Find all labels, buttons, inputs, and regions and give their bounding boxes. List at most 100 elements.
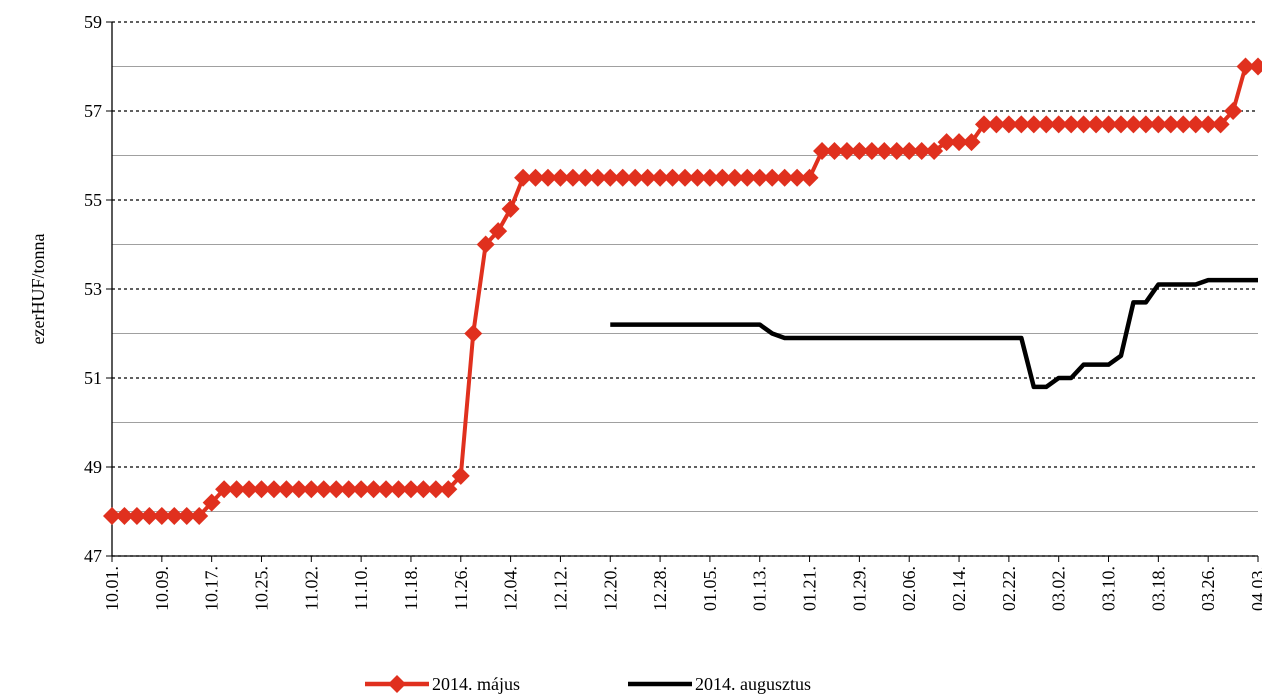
x-tick-label: 12.28. xyxy=(650,566,670,611)
marker xyxy=(264,480,283,499)
marker xyxy=(177,506,196,525)
marker xyxy=(937,133,956,152)
marker xyxy=(738,168,757,187)
marker xyxy=(1236,57,1255,76)
marker xyxy=(950,133,969,152)
series-line xyxy=(112,64,1258,518)
marker xyxy=(327,480,346,499)
marker xyxy=(389,480,408,499)
marker xyxy=(588,168,607,187)
x-tick-label: 01.13. xyxy=(750,566,770,611)
marker xyxy=(514,168,533,187)
marker xyxy=(925,142,944,161)
marker xyxy=(127,506,146,525)
marker xyxy=(277,480,296,499)
marker xyxy=(825,142,844,161)
marker xyxy=(215,480,234,499)
y-tick-label: 49 xyxy=(84,457,102,477)
marker xyxy=(1174,115,1193,134)
marker xyxy=(1074,115,1093,134)
marker xyxy=(1211,115,1230,134)
marker xyxy=(813,142,832,161)
marker xyxy=(987,115,1006,134)
marker xyxy=(538,168,557,187)
x-tick-label: 03.10. xyxy=(1099,566,1119,611)
x-tick-label: 03.02. xyxy=(1049,566,1069,611)
x-tick-label: 03.26. xyxy=(1198,566,1218,611)
marker xyxy=(1136,115,1155,134)
marker xyxy=(426,480,445,499)
x-tick-label: 01.05. xyxy=(700,566,720,611)
marker xyxy=(713,168,732,187)
marker xyxy=(240,480,259,499)
marker xyxy=(576,168,595,187)
x-tick-label: 03.18. xyxy=(1148,566,1168,611)
x-tick-label: 10.01. xyxy=(102,566,122,611)
marker xyxy=(850,142,869,161)
marker xyxy=(563,168,582,187)
marker xyxy=(651,168,670,187)
marker xyxy=(1087,115,1106,134)
marker xyxy=(551,168,570,187)
marker xyxy=(1024,115,1043,134)
series-line xyxy=(610,277,1258,390)
marker xyxy=(638,168,657,187)
x-tick-label: 02.22. xyxy=(999,566,1019,611)
marker xyxy=(800,168,819,187)
x-tick-label: 04.03. xyxy=(1248,566,1262,611)
y-tick-label: 53 xyxy=(84,279,102,299)
x-tick-label: 11.26. xyxy=(451,566,471,610)
marker xyxy=(962,133,981,152)
marker xyxy=(501,199,520,218)
marker xyxy=(451,466,470,485)
marker xyxy=(165,506,184,525)
marker xyxy=(750,168,769,187)
marker xyxy=(152,506,171,525)
x-tick-label: 12.20. xyxy=(600,566,620,611)
marker xyxy=(613,168,632,187)
marker xyxy=(489,222,508,241)
marker xyxy=(314,480,333,499)
marker xyxy=(626,168,645,187)
marker xyxy=(974,115,993,134)
marker xyxy=(103,506,121,525)
marker xyxy=(1099,115,1118,134)
y-tick-label: 51 xyxy=(84,368,102,388)
x-tick-label: 02.06. xyxy=(899,566,919,611)
marker xyxy=(862,142,881,161)
marker xyxy=(887,142,906,161)
marker xyxy=(837,142,856,161)
x-tick-label: 11.10. xyxy=(351,566,371,610)
x-tick-label: 12.04. xyxy=(501,566,521,611)
y-tick-label: 47 xyxy=(84,546,102,566)
marker xyxy=(1062,115,1081,134)
marker xyxy=(1111,115,1130,134)
marker xyxy=(1037,115,1056,134)
marker xyxy=(1012,115,1031,134)
marker xyxy=(900,142,919,161)
marker xyxy=(202,493,221,512)
x-tick-label: 10.25. xyxy=(251,566,271,611)
marker xyxy=(1249,57,1262,76)
marker xyxy=(688,168,707,187)
marker xyxy=(788,168,807,187)
marker xyxy=(526,168,545,187)
marker xyxy=(725,168,744,187)
marker xyxy=(352,480,371,499)
y-tick-label: 59 xyxy=(84,12,102,32)
marker xyxy=(115,506,134,525)
marker xyxy=(439,480,458,499)
marker xyxy=(476,235,495,254)
legend-marker xyxy=(388,675,406,693)
marker xyxy=(364,480,383,499)
legend-label: 2014. május xyxy=(432,674,520,694)
marker xyxy=(302,480,321,499)
marker xyxy=(464,324,483,343)
marker xyxy=(252,480,271,499)
x-tick-label: 12.12. xyxy=(550,566,570,611)
marker xyxy=(700,168,719,187)
marker xyxy=(1124,115,1143,134)
marker xyxy=(663,168,682,187)
marker xyxy=(912,142,931,161)
